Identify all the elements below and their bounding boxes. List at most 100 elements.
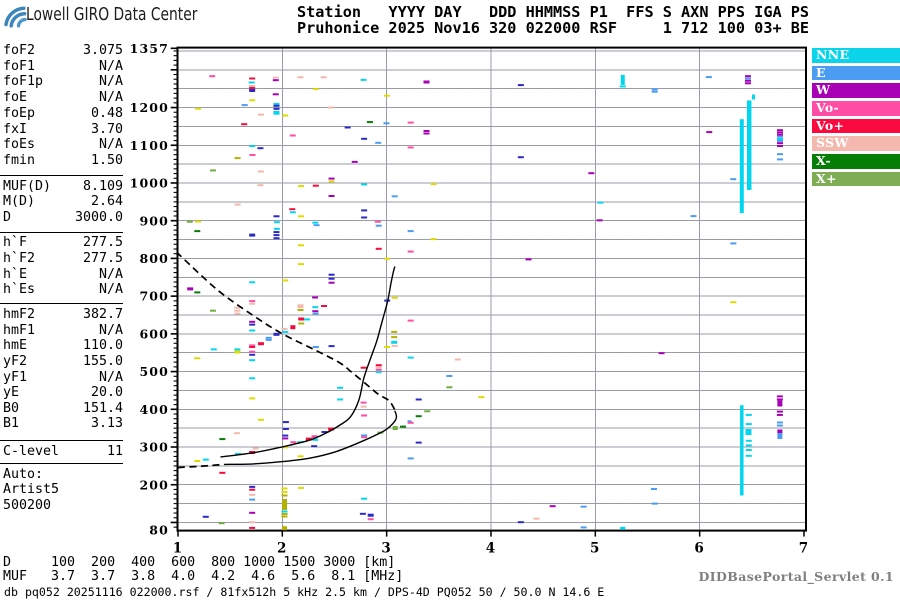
x-axis-label: 2 <box>277 541 288 557</box>
echo-point <box>202 515 209 518</box>
echo-point <box>202 458 209 461</box>
echo-point <box>367 518 374 521</box>
echo-point <box>745 454 752 457</box>
echo-point <box>273 112 280 115</box>
echo-point <box>282 446 289 449</box>
plot-border <box>176 46 807 532</box>
echo-point <box>375 224 382 227</box>
echo-point <box>249 77 256 80</box>
param-label: B0 <box>3 400 20 416</box>
echo-point <box>375 371 382 374</box>
echo-point <box>218 522 225 525</box>
echo-point <box>776 131 783 134</box>
param-value: 110.0 <box>82 338 123 354</box>
echo-point <box>249 345 256 348</box>
echo-point <box>776 398 783 401</box>
param-label: foEs <box>3 137 36 153</box>
echo-point <box>658 352 665 355</box>
param-label: hmE <box>3 338 28 354</box>
station-header-values: Pruhonice 2025 Nov16 320 022000 RSF 1 71… <box>297 19 810 37</box>
echo-point <box>407 356 414 359</box>
muf-row: MUF 3.7 3.7 3.8 4.0 4.2 4.6 5.6 8.1 [MHz… <box>3 569 404 584</box>
legend-item-voplus: Vo+ <box>812 118 900 134</box>
echo-point <box>391 340 398 344</box>
echo-point <box>651 88 658 91</box>
echo-point <box>249 320 256 323</box>
y-axis-label: 900 <box>139 213 169 228</box>
echo-point <box>359 512 366 515</box>
echo-point <box>273 107 280 110</box>
echo-point <box>257 418 264 421</box>
echo-point <box>297 306 304 309</box>
echo-point <box>282 421 289 424</box>
ionogram-trace-curve <box>220 266 396 458</box>
echo-point <box>282 427 289 430</box>
echo-point <box>273 110 280 113</box>
param-row-fmin: fmin 1.50 <box>3 153 123 168</box>
echo-point <box>311 445 318 448</box>
echo-point <box>328 345 335 348</box>
echo-point <box>776 424 783 427</box>
echo-point <box>328 427 335 431</box>
echo-point <box>249 485 256 488</box>
echo-point <box>745 413 752 416</box>
echo-point <box>366 121 373 124</box>
param-row-foep: foEp 0.48 <box>3 106 123 121</box>
param-row-b1: B1 3.13 <box>3 416 123 431</box>
giro-logo-arcs-icon <box>4 6 27 28</box>
echo-point <box>776 139 783 142</box>
echo-point <box>297 309 304 312</box>
echo-point <box>312 184 319 187</box>
echo-point <box>430 182 437 185</box>
echo-point <box>392 426 398 431</box>
echo-point <box>407 457 414 460</box>
param-row-fxi: fxI 3.70 <box>3 122 123 137</box>
x-axis-label: 7 <box>799 541 810 557</box>
echo-point <box>248 81 255 84</box>
echo-point <box>375 366 382 369</box>
y-axis-label: 80 <box>149 523 169 538</box>
param-row-b0: B0 151.4 <box>3 401 123 416</box>
param-value: 155.0 <box>82 354 123 369</box>
param-value: 0.48 <box>90 105 123 121</box>
x-axis-label: 1 <box>173 541 184 557</box>
echo-point <box>337 398 344 401</box>
spread-f-bar <box>740 405 744 496</box>
station-header-columns: Station YYYY DAY DDD HHMMSS P1 FFS S AXN… <box>297 3 810 21</box>
y-axis-label: 1100 <box>130 138 169 153</box>
echo-point <box>273 227 280 230</box>
param-label: h`F2 <box>3 250 36 266</box>
echo-point <box>407 250 414 253</box>
echo-point <box>241 123 248 126</box>
param-row-foes: foEs N/A <box>3 137 123 152</box>
param-label: D <box>3 210 12 226</box>
echo-point <box>282 437 289 440</box>
echo-point <box>297 455 304 458</box>
echo-point <box>298 215 305 218</box>
echo-point <box>525 258 532 261</box>
echo-point <box>361 436 368 439</box>
param-row-hf2: h`F2 277.5 <box>3 251 123 266</box>
echo-point <box>186 220 193 223</box>
echo-point <box>776 142 783 145</box>
echo-point <box>517 84 524 87</box>
echo-point <box>400 425 407 428</box>
echo-point <box>776 129 783 132</box>
echo-point <box>273 215 280 218</box>
param-row-he: h`E N/A <box>3 267 123 282</box>
topside-profile-dashed <box>177 252 396 410</box>
echo-point <box>297 76 304 79</box>
echo-point <box>705 76 712 79</box>
autoscaling-info-line: 500200 <box>3 498 52 513</box>
param-label: foEp <box>3 105 36 121</box>
echo-point <box>361 209 368 212</box>
echo-point <box>311 435 318 439</box>
param-label: M(D) <box>3 194 36 210</box>
echo-point <box>776 413 783 416</box>
echo-point <box>620 75 625 86</box>
echo-point <box>273 231 280 234</box>
echo-point <box>776 421 783 424</box>
param-row-fof1p: foF1p N/A <box>3 74 123 89</box>
echo-point <box>289 208 296 211</box>
echo-point <box>281 513 288 516</box>
